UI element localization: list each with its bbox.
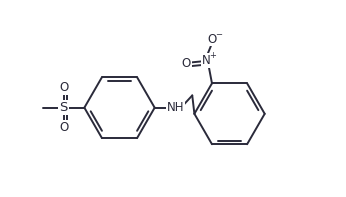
Text: −: − (215, 30, 222, 39)
Text: S: S (60, 101, 68, 114)
Text: NH: NH (167, 101, 184, 114)
Text: N: N (201, 54, 210, 67)
Text: O: O (59, 81, 68, 94)
Text: O: O (59, 121, 68, 134)
Text: O: O (181, 57, 191, 70)
Text: +: + (209, 51, 216, 60)
Text: O: O (207, 33, 217, 46)
